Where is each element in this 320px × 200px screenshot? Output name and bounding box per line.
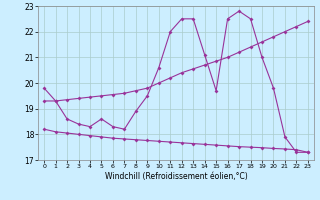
X-axis label: Windchill (Refroidissement éolien,°C): Windchill (Refroidissement éolien,°C): [105, 172, 247, 181]
